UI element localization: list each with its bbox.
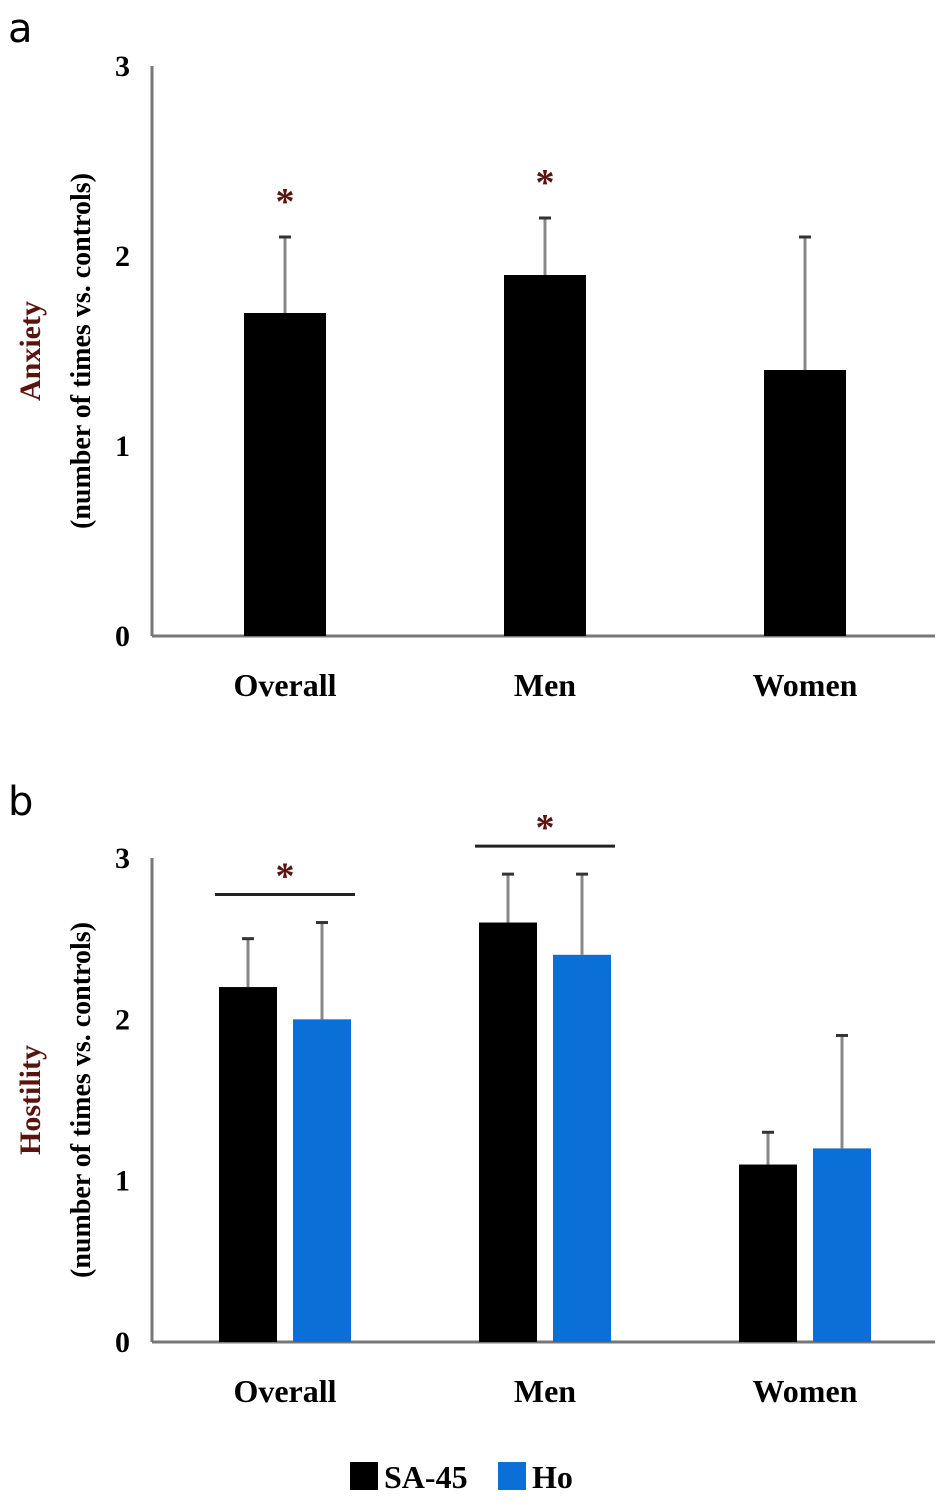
y-axis-title: Hostility [14, 1045, 47, 1155]
y-axis-title: Anxiety [14, 301, 47, 401]
y-tick-label: 3 [115, 50, 130, 83]
bar [293, 1019, 351, 1342]
bar [553, 954, 611, 1342]
significance-star: * [536, 807, 555, 849]
legend-swatch [498, 1462, 526, 1490]
y-tick-label: 1 [115, 430, 130, 463]
significance-star: * [276, 856, 295, 898]
bar [479, 922, 537, 1342]
y-tick-label: 2 [115, 240, 130, 273]
x-tick-label: Men [514, 1373, 576, 1409]
legend-label: SA-45 [384, 1459, 468, 1495]
x-tick-label: Women [753, 1373, 858, 1409]
y-tick-label: 1 [115, 1165, 130, 1198]
legend-label: Ho [532, 1459, 573, 1495]
legend-swatch [350, 1462, 378, 1490]
y-tick-label: 3 [115, 842, 130, 875]
x-tick-label: Men [514, 667, 576, 703]
bar [813, 1148, 871, 1342]
y-tick-label: 0 [115, 1326, 130, 1359]
y-tick-label: 2 [115, 1003, 130, 1036]
y-axis-subtitle: (number of times vs. controls) [66, 922, 97, 1278]
x-tick-label: Women [753, 667, 858, 703]
x-tick-label: Overall [233, 1373, 336, 1409]
bar [764, 370, 846, 636]
y-axis-subtitle: (number of times vs. controls) [66, 173, 97, 529]
bar [739, 1164, 797, 1342]
bar [504, 275, 586, 636]
panel-letter: a [8, 6, 33, 52]
bar [244, 313, 326, 636]
y-tick-label: 0 [115, 620, 130, 653]
bar [219, 987, 277, 1342]
significance-star: * [536, 162, 555, 204]
x-tick-label: Overall [233, 667, 336, 703]
significance-star: * [276, 181, 295, 223]
panel-letter: b [8, 779, 33, 825]
